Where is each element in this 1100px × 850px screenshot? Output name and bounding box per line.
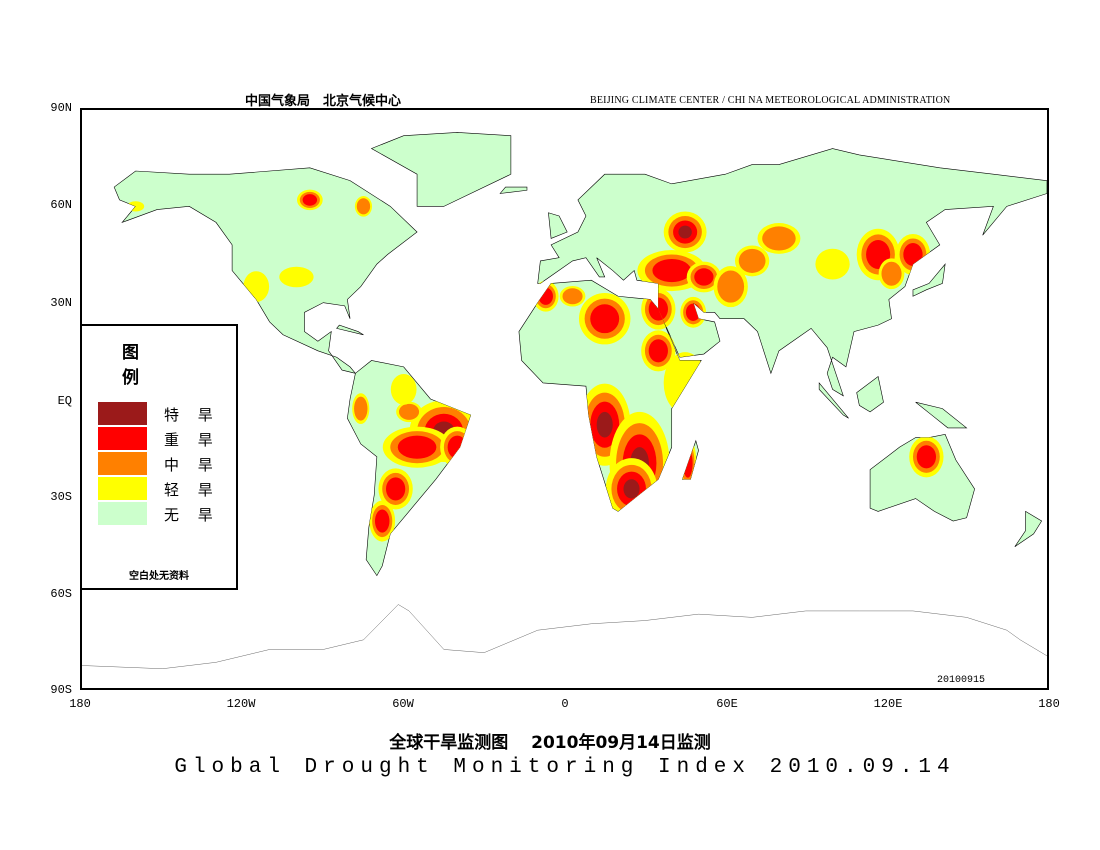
drought-area <box>694 268 714 286</box>
drought-area <box>623 479 640 499</box>
drought-area <box>562 288 583 305</box>
drought-area <box>302 194 318 206</box>
drought-area <box>815 248 850 280</box>
drought-area <box>385 477 406 501</box>
drought-area <box>590 304 620 334</box>
drought-area <box>127 201 145 212</box>
drought-area <box>717 270 745 303</box>
drought-area <box>374 509 390 533</box>
drought-area <box>596 411 613 438</box>
drought-area <box>762 226 796 251</box>
drought-area <box>685 303 701 321</box>
map-svg <box>82 110 1047 688</box>
drought-area <box>279 266 314 288</box>
legend-swatch <box>98 502 147 525</box>
drought-area <box>390 373 417 405</box>
drought-area <box>538 287 553 305</box>
header-en: BEIJING CLIMATE CENTER / CHI NA METEOROL… <box>590 95 951 106</box>
land-cuba <box>337 325 364 335</box>
legend-swatch <box>98 402 147 425</box>
legend-note: 空白处无资料 <box>129 571 189 582</box>
date-stamp: 20100915 <box>937 675 986 686</box>
land-layer <box>114 132 1047 575</box>
drought-area <box>663 352 707 414</box>
lat-label: 30S <box>50 490 72 504</box>
legend-swatch <box>98 477 147 500</box>
lat-label: 60S <box>50 587 72 601</box>
lon-label: 0 <box>561 697 569 711</box>
lat-label: 60N <box>50 198 72 212</box>
drought-area <box>648 339 668 363</box>
lon-label: 120W <box>226 697 256 711</box>
land-new-zealand <box>1015 511 1042 546</box>
legend-label: 重 旱 <box>164 431 213 449</box>
legend-item: 中 旱 <box>98 452 228 475</box>
title-en: Global Drought Monitoring Index 2010.09.… <box>174 756 956 779</box>
drought-area <box>447 435 467 459</box>
land-australia <box>870 434 975 521</box>
land-new-guinea <box>916 402 967 428</box>
land-britain <box>548 213 567 239</box>
legend-swatch <box>98 427 147 450</box>
legend-item: 轻 旱 <box>98 477 228 500</box>
drought-area <box>678 225 692 239</box>
legend-label: 轻 旱 <box>164 481 213 499</box>
drought-area <box>243 271 270 303</box>
drought-area <box>652 258 692 283</box>
land-sumatra <box>819 383 848 418</box>
land-iceland <box>500 187 527 193</box>
world-map <box>80 108 1049 690</box>
legend-label: 特 旱 <box>164 406 213 424</box>
lat-label: EQ <box>57 394 72 408</box>
land-north-america <box>114 168 417 374</box>
drought-area <box>398 403 420 420</box>
title-cn: 全球干旱监测图 2010年09月14日监测 <box>389 733 711 753</box>
land-greenland <box>372 132 511 206</box>
drought-area <box>881 261 902 286</box>
lon-label: 120E <box>873 697 903 711</box>
legend-label: 中 旱 <box>164 456 213 474</box>
lon-label: 180 <box>1038 697 1060 711</box>
drought-area <box>903 242 923 267</box>
legend-item: 特 旱 <box>98 402 228 425</box>
land-japan <box>913 264 945 296</box>
legend-label: 无 旱 <box>164 506 213 524</box>
lat-label: 90S <box>50 683 72 697</box>
drought-area <box>397 435 437 459</box>
drought-area <box>354 396 368 421</box>
legend-title: 图 例 <box>122 343 216 388</box>
antarctica-coast <box>82 605 1047 669</box>
legend-item: 无 旱 <box>98 502 228 525</box>
lat-label: 90N <box>50 101 72 115</box>
lon-label: 60W <box>392 697 414 711</box>
header-cn: 中国气象局 北京气候中心 <box>245 94 402 109</box>
legend-item: 重 旱 <box>98 427 228 450</box>
lon-label: 60E <box>716 697 738 711</box>
drought-area <box>738 248 766 273</box>
legend-swatch <box>98 452 147 475</box>
lat-label: 30N <box>50 296 72 310</box>
legend: 图 例 特 旱 重 旱 中 旱 轻 旱 无 旱 空白处无资料 <box>80 324 238 590</box>
drought-area <box>356 198 371 215</box>
land-borneo <box>857 377 884 412</box>
drought-area <box>916 445 937 469</box>
lon-label: 180 <box>69 697 91 711</box>
